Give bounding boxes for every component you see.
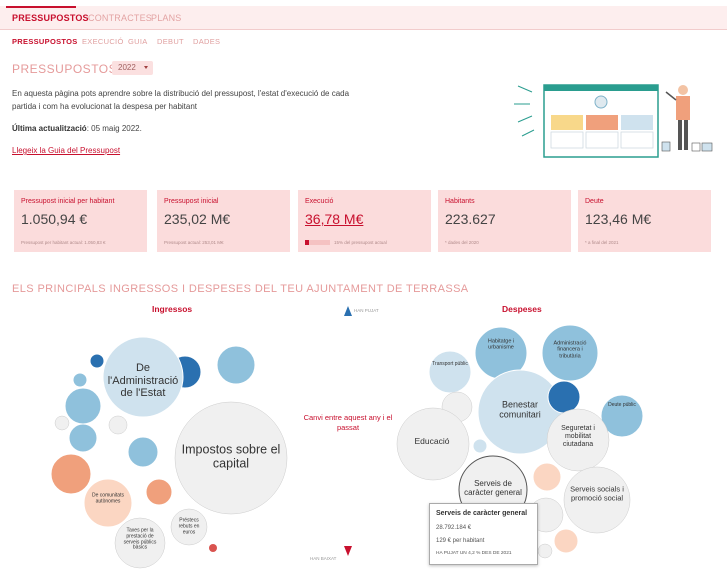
kpi-note: 15% del pressupost actual [334, 240, 387, 245]
expense-title: Despeses [502, 304, 542, 314]
expense-bubble[interactable] [537, 543, 553, 559]
bubble-label: Transport públic [432, 361, 468, 368]
expense-bubble-educacio[interactable] [396, 407, 470, 481]
bubble-label: Taxes per la prestació de serveis públic… [123, 527, 157, 551]
expense-bubble-deute[interactable] [600, 394, 644, 438]
kpi-value: 1.050,94 € [21, 211, 88, 227]
expense-bubble-seguretat[interactable] [546, 408, 610, 472]
income-bubble[interactable] [68, 423, 98, 453]
subtab-guia[interactable]: GUIA [128, 37, 148, 46]
kpi-value: 235,02 M€ [164, 211, 231, 227]
budget-guide-link[interactable]: Llegeix la Guia del Pressupost [12, 146, 121, 155]
income-bubble[interactable] [209, 544, 217, 552]
income-bubble[interactable] [108, 415, 128, 435]
tooltip-per-habitant: 129 € per habitant [436, 538, 485, 544]
tab-plans[interactable]: PLANS [151, 13, 182, 23]
year-select[interactable]: 2022 [112, 61, 153, 75]
income-bubble-taxes[interactable] [114, 517, 166, 569]
kpi-value-link[interactable]: 36,78 M€ [305, 211, 364, 227]
expense-bubble[interactable] [472, 438, 488, 454]
kpi-label: Habitants [445, 198, 475, 205]
execution-progress-bar [305, 240, 330, 245]
bubble-tooltip: Serveis de caràcter general 28.792.184 €… [429, 503, 538, 565]
bubble-label: Préstecs rebuts en euros [178, 517, 200, 535]
income-bubble[interactable] [64, 387, 102, 425]
page-title: PRESSUPOSTOS [12, 62, 118, 76]
income-bubble[interactable] [127, 436, 159, 468]
bubble-label: Educació [414, 436, 450, 447]
kpi-value: 123,46 M€ [585, 211, 652, 227]
bubble-label: Impostos sobre el capital [181, 442, 281, 471]
income-bubble-impostos[interactable] [174, 401, 288, 515]
income-bubble-estat[interactable] [102, 336, 184, 418]
kpi-card-habitants: Habitants 223.627 * dades del 2020 [438, 190, 571, 252]
income-bubble[interactable] [145, 478, 173, 506]
tooltip-title: Serveis de caràcter general [436, 510, 528, 517]
top-nav: PRESSUPOSTOS CONTRACTES PLANS [0, 6, 727, 30]
section-title: ELS PRINCIPALS INGRESSOS I DESPESES DEL … [12, 283, 469, 295]
income-title: Ingressos [152, 304, 193, 314]
axis-top-label: HAN PUJAT [354, 308, 379, 313]
income-bubble-comunitats[interactable] [83, 478, 133, 528]
last-updated-label: Última actualització [12, 124, 87, 133]
kpi-label: Pressupost inicial [164, 198, 219, 205]
subtab-pressupostos[interactable]: PRESSUPOSTOS [12, 37, 78, 46]
year-select-value: 2022 [118, 63, 136, 72]
income-bubble-prestecs[interactable] [170, 508, 208, 546]
bubble-label: De l'Administració de l'Estat [107, 362, 179, 400]
kpi-note: * a final del 2021 [585, 240, 619, 245]
intro-text: En aquesta pàgina pots aprendre sobre la… [12, 89, 350, 111]
change-label: Canvi entre aquest any i el passat [303, 413, 393, 432]
tab-contractes[interactable]: CONTRACTES [88, 13, 153, 23]
kpi-value: 223.627 [445, 211, 496, 227]
income-bubble[interactable] [216, 345, 256, 385]
kpi-note: Pressupost actual: 253,01 M€ [164, 240, 224, 245]
income-bubble[interactable] [50, 453, 92, 495]
kpi-label: Execució [305, 198, 334, 205]
expense-bubble-financera[interactable] [541, 324, 599, 382]
kpi-note: Pressupost per habitant actual: 1.050,83… [21, 240, 106, 245]
expense-bubble[interactable] [553, 528, 579, 554]
kpi-card-pressupost-inicial: Pressupost inicial 235,02 M€ Pressupost … [157, 190, 290, 252]
kpi-label: Pressupost inicial per habitant [21, 198, 115, 205]
kpi-card-per-habitant: Pressupost inicial per habitant 1.050,94… [14, 190, 147, 252]
bubble-label: Serveis socials i promoció social [570, 484, 624, 502]
bubble-label: Benestar comunitari [499, 399, 541, 420]
axis-bottom-label: HAN BAIXAT [310, 556, 337, 561]
tooltip-value: 28.792.184 € [436, 525, 472, 531]
bubble-label: Administració financera i tributària [553, 340, 587, 360]
arrow-up-icon [344, 306, 352, 316]
kpi-card-deute: Deute 123,46 M€ * a final del 2021 [578, 190, 711, 252]
expense-bubble-serveis-socials[interactable] [563, 466, 631, 534]
subtab-debut[interactable]: DEBUT [157, 37, 184, 46]
budget-illustration [514, 84, 713, 158]
income-bubble[interactable] [89, 353, 105, 369]
bubble-label: De comunitats autònomes [92, 492, 124, 504]
active-tab-indicator [6, 6, 76, 8]
bubble-label: Serveis de caràcter general [464, 478, 522, 497]
expense-bubble[interactable] [532, 462, 562, 492]
kpi-label: Deute [585, 198, 604, 205]
last-updated-value: : 05 maig 2022. [86, 124, 142, 133]
income-bubble[interactable] [54, 415, 70, 431]
kpi-card-execucio[interactable]: Execució 36,78 M€ 15% del pressupost act… [298, 190, 431, 252]
chevron-down-icon [144, 66, 148, 69]
arrow-down-icon [344, 546, 352, 556]
bubble-label: Seguretat i mobilitat ciutadana [561, 424, 595, 449]
expense-bubble[interactable] [547, 380, 581, 414]
subtab-dades[interactable]: DADES [193, 37, 221, 46]
subtab-execucio[interactable]: EXECUCIÓ [82, 37, 124, 46]
last-updated: Última actualització: 05 maig 2022. [12, 124, 142, 133]
bubble-label: Habitatge i urbanisme [487, 338, 515, 351]
expense-bubble-transport[interactable] [428, 350, 472, 394]
tooltip-change: HA PUJAT UN 4,2 % DES DE 2021 [436, 551, 512, 556]
bubble-label: Deute públic [608, 402, 636, 409]
income-bubble[interactable] [72, 372, 88, 388]
kpi-note: * dades del 2020 [445, 240, 479, 245]
tab-pressupostos[interactable]: PRESSUPOSTOS [12, 13, 89, 23]
execution-progress-fill [305, 240, 309, 245]
